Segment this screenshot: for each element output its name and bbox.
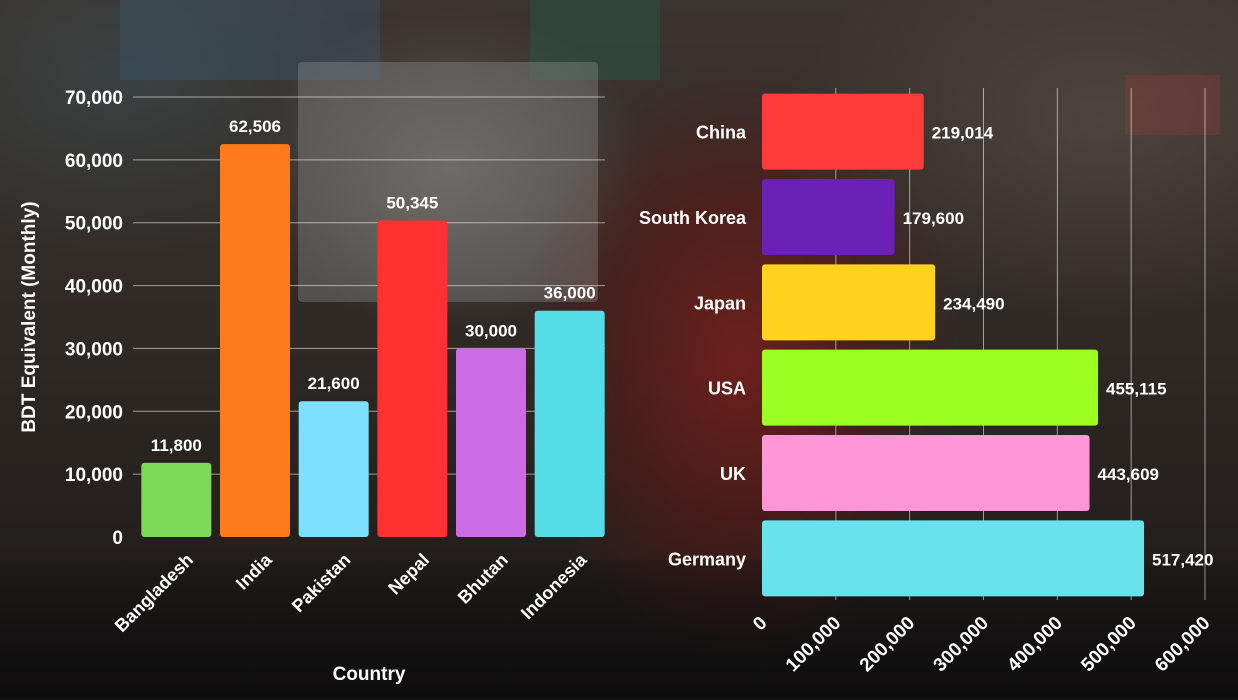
y-tick-label: 60,000 — [65, 151, 123, 172]
x-tick-label: 300,000 — [930, 613, 993, 676]
data-label: 36,000 — [544, 284, 596, 303]
data-label: 21,600 — [308, 374, 360, 393]
data-label: 179,600 — [903, 209, 964, 228]
x-tick-label: 0 — [749, 613, 771, 635]
wall-poster — [530, 0, 660, 80]
x-tick-label: India — [232, 549, 277, 594]
y-tick-label: 0 — [112, 528, 123, 549]
bar — [762, 349, 1099, 426]
bar — [762, 179, 895, 255]
data-label: 62,506 — [229, 117, 281, 136]
data-label: 234,490 — [943, 294, 1004, 313]
bar — [762, 435, 1090, 511]
bar — [220, 144, 290, 537]
bar — [534, 310, 605, 537]
y-tick-label: China — [696, 123, 747, 143]
bar — [456, 348, 526, 537]
y-tick-label: 70,000 — [65, 88, 123, 109]
bar — [762, 93, 924, 170]
x-tick-label: 400,000 — [1003, 613, 1066, 676]
y-tick-label: 50,000 — [65, 214, 123, 235]
x-tick-label: Nepal — [384, 550, 433, 599]
data-label: 50,345 — [386, 194, 438, 213]
data-label: 219,014 — [932, 124, 994, 143]
x-axis-title: Country — [333, 664, 406, 685]
data-label: 455,115 — [1106, 380, 1167, 399]
flipchart-board — [298, 62, 598, 302]
bar — [377, 220, 448, 537]
y-tick-label: Germany — [668, 549, 746, 569]
y-tick-label: 40,000 — [65, 277, 123, 298]
data-label: 517,420 — [1152, 550, 1213, 569]
data-label: 11,800 — [151, 436, 202, 455]
data-label: 443,609 — [1098, 465, 1159, 484]
y-tick-label: Japan — [694, 293, 746, 313]
y-tick-label: South Korea — [639, 208, 747, 228]
wall-poster — [1125, 75, 1220, 135]
y-tick-label: 10,000 — [65, 465, 123, 486]
y-tick-label: 30,000 — [65, 339, 123, 360]
data-label: 30,000 — [465, 321, 517, 340]
x-tick-label: 600,000 — [1151, 613, 1214, 676]
y-tick-label: 20,000 — [65, 402, 123, 423]
y-tick-label: USA — [708, 379, 746, 399]
x-tick-label: 100,000 — [782, 613, 845, 676]
bar — [298, 401, 369, 537]
bar — [141, 462, 212, 537]
bar — [762, 520, 1145, 597]
x-tick-label: Indonesia — [517, 549, 591, 623]
x-tick-label: Bangladesh — [111, 550, 197, 636]
x-tick-label: Bhutan — [454, 550, 512, 608]
y-tick-label: UK — [720, 464, 746, 484]
bar — [762, 264, 936, 341]
x-tick-label: 200,000 — [856, 613, 919, 676]
x-tick-label: Pakistan — [288, 550, 355, 617]
y-axis-title: BDT Equivalent (Monthly) — [19, 201, 40, 432]
wall-poster — [120, 0, 380, 80]
x-tick-label: 500,000 — [1077, 613, 1140, 676]
